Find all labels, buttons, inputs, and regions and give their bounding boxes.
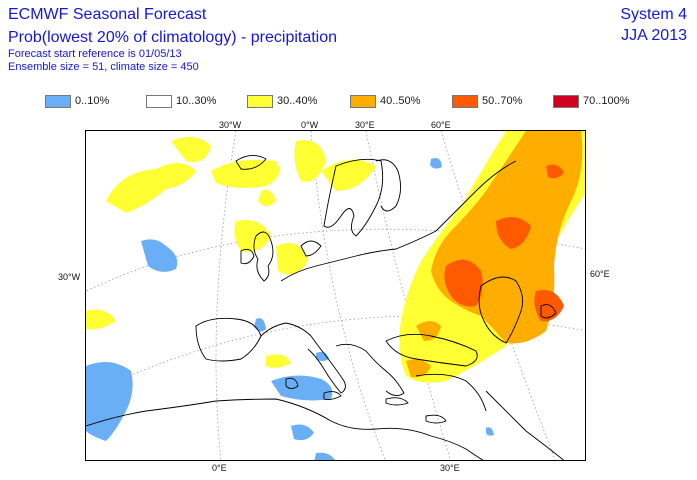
tick-top-30e: 30°E (355, 120, 375, 130)
prob-region (444, 259, 483, 307)
prob-region (314, 452, 335, 460)
coastline-caspian-sea (478, 276, 524, 344)
prob-region (211, 159, 280, 188)
legend-item-70-100: 70..100% (553, 93, 629, 109)
graticule-parallel (86, 228, 585, 292)
legend-label: 30..40% (277, 95, 318, 107)
coastline-iberia (195, 317, 262, 362)
probability-legend: 0..10% 10..30% 30..40% 40..50% 50..70% 7… (45, 93, 685, 109)
graticule-meridian (440, 131, 556, 460)
coastline-turkey-south (415, 373, 487, 412)
prob-region (171, 137, 211, 162)
legend-label: 10..30% (176, 95, 217, 107)
tick-right-60e: 60°E (590, 269, 610, 279)
legend-swatch (350, 94, 376, 108)
prob-region (486, 427, 494, 436)
tick-left-30w: 30°W (58, 272, 81, 282)
prob-region (316, 351, 329, 361)
tick-top-30w: 30°W (219, 120, 242, 130)
legend-item-30-40: 30..40% (247, 93, 317, 109)
prob-region (141, 239, 178, 272)
coastline-sardinia (285, 377, 299, 389)
map-title: ECMWF Seasonal Forecast (8, 6, 207, 23)
prob-region (106, 162, 196, 213)
coastline-finland (375, 159, 401, 212)
coastline-north-europe (280, 160, 517, 282)
coastline-scandinavia (323, 158, 384, 237)
tick-top-60e: 60°E (431, 120, 451, 130)
prob-region (546, 164, 564, 179)
coastline-great-britain (253, 231, 274, 282)
prob-region (406, 359, 431, 378)
coastline-ireland (240, 248, 255, 265)
coastline-cyprus (425, 414, 447, 424)
prob-region (258, 189, 276, 206)
legend-label: 70..100% (583, 95, 630, 107)
prob-region (496, 217, 531, 249)
prob-region (321, 159, 376, 191)
coastline-italy (260, 322, 346, 394)
legend-swatch (247, 94, 273, 108)
coastline-denmark (300, 240, 322, 257)
legend-item-10-30: 10..30% (146, 93, 216, 109)
legend-label: 50..70% (482, 95, 523, 107)
coastlines (86, 155, 565, 460)
prob-region (276, 243, 308, 275)
prob-50-70-regions (444, 164, 564, 322)
coastline-iceland (235, 155, 267, 170)
legend-item-40-50: 40..50% (350, 93, 420, 109)
graticule-parallel (86, 315, 585, 397)
prob-region (416, 321, 441, 341)
legend-label: 40..50% (380, 95, 421, 107)
coastline-north-africa (86, 398, 484, 460)
coastline-black-sea (385, 333, 478, 367)
prob-region (291, 424, 314, 441)
season-label: JJA 2013 (621, 27, 687, 44)
legend-item-0-10: 0..10% (45, 93, 109, 109)
prob-region (271, 375, 333, 401)
tick-bottom-0e: 0°E (212, 463, 227, 473)
prob-region (254, 318, 266, 332)
forecast-start-text: Forecast start reference is 01/05/13 (8, 48, 182, 60)
prob-region (86, 309, 116, 330)
legend-item-50-70: 50..70% (452, 93, 522, 109)
prob-region (534, 290, 564, 322)
map-canvas (86, 131, 585, 460)
coastline-aral-sea (540, 304, 557, 319)
tick-bottom-30e: 30°E (440, 463, 460, 473)
prob-region (234, 220, 271, 252)
europe-probability-map (85, 130, 586, 461)
prob-region (294, 140, 326, 182)
prob-0-10-regions (86, 158, 494, 460)
coastline-balkans (335, 343, 405, 396)
coastline-arabia (485, 390, 565, 460)
coastline-crete (385, 397, 409, 406)
system-label: System 4 (620, 6, 687, 23)
map-subtitle: Prob(lowest 20% of climatology) - precip… (8, 29, 338, 46)
coastline-sicily (323, 391, 342, 401)
legend-swatch (45, 94, 71, 108)
legend-swatch (146, 94, 172, 108)
legend-swatch (452, 94, 478, 108)
legend-swatch (553, 94, 579, 108)
prob-region (86, 362, 133, 441)
ensemble-size-text: Ensemble size = 51, climate size = 450 (8, 61, 199, 73)
tick-top-0w: 0°W (301, 120, 319, 130)
prob-region (266, 354, 291, 368)
graticule-meridian (365, 131, 451, 460)
legend-label: 0..10% (75, 95, 110, 107)
graticule (86, 131, 585, 460)
prob-region (430, 158, 442, 169)
